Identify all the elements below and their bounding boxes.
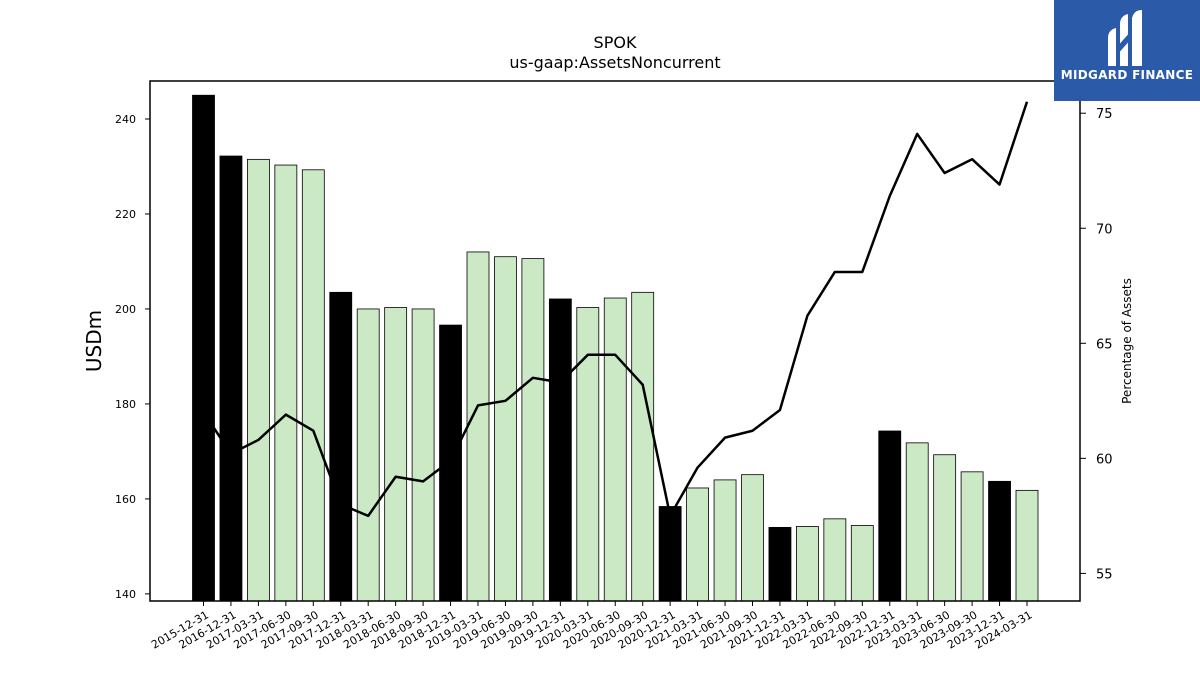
line-layer <box>202 101 1029 518</box>
bar-2020-03-31 <box>576 307 600 602</box>
bar-2020-12-31 <box>658 506 682 602</box>
bar-2023-09-30 <box>960 471 984 602</box>
y2-tick-label-65: 65 <box>1096 337 1113 352</box>
bar-2023-03-31 <box>905 442 929 602</box>
bar-2022-06-30 <box>823 518 847 602</box>
y2-tick-label-75: 75 <box>1096 107 1113 122</box>
y2-axis-label: Percentage of Assets <box>1120 278 1134 404</box>
bar-2022-12-31 <box>878 430 902 602</box>
bar-2016-12-31 <box>219 155 243 602</box>
bar-layer <box>192 94 1039 602</box>
bar-2023-12-31 <box>988 480 1011 602</box>
bar-2024-03-31 <box>1015 489 1039 602</box>
bar-2021-09-30 <box>741 474 764 602</box>
y-axis-label: USDm <box>82 310 106 372</box>
bar-2018-06-30 <box>384 307 408 602</box>
bar-2018-12-31 <box>439 324 462 602</box>
bar-2021-06-30 <box>713 479 737 602</box>
bar-2019-12-31 <box>548 298 572 602</box>
y2-tick-label-70: 70 <box>1096 222 1113 237</box>
y2-tick-label-60: 60 <box>1096 452 1113 467</box>
bar-2017-09-30 <box>301 169 325 602</box>
bar-2019-06-30 <box>494 256 517 602</box>
midgard-finance-logo: MIDGARD FINANCE <box>1054 0 1200 101</box>
chart-subtitle: us-gaap:AssetsNoncurrent <box>509 53 720 72</box>
percentage-line <box>202 101 1029 518</box>
y-tick-label-200: 200 <box>115 303 136 316</box>
bar-2019-09-30 <box>521 258 545 602</box>
y2-tick-label-55: 55 <box>1096 567 1113 582</box>
bar-2022-03-31 <box>796 526 819 602</box>
bar-2015-12-31 <box>192 94 215 602</box>
logo-mark-icon <box>1108 10 1142 66</box>
bar-2023-06-30 <box>933 454 957 602</box>
bar-2018-03-31 <box>356 308 380 602</box>
x-axis: 2015-12-312016-12-312017-03-312017-06-30… <box>149 601 1035 652</box>
bar-2020-06-30 <box>603 297 627 602</box>
y-tick-label-160: 160 <box>115 493 136 506</box>
y-tick-label-180: 180 <box>115 398 136 411</box>
bar-2022-09-30 <box>850 525 874 602</box>
right-axis: 55 60 65 70 75 <box>1080 107 1113 582</box>
bar-2019-03-31 <box>466 251 490 602</box>
bar-2017-03-31 <box>246 158 270 602</box>
bar-2021-12-31 <box>768 526 792 602</box>
bar-2017-06-30 <box>274 164 298 602</box>
y-tick-label-220: 220 <box>115 208 136 221</box>
left-axis: 140 160 180 200 220 240 <box>115 113 150 601</box>
logo-text: MIDGARD FINANCE <box>1060 68 1194 82</box>
y-tick-label-240: 240 <box>115 113 136 126</box>
bar-2018-09-30 <box>411 308 435 602</box>
bar-2021-03-31 <box>686 487 709 602</box>
bar-2020-09-30 <box>631 291 655 602</box>
chart-title: SPOK <box>594 33 637 52</box>
y-tick-label-140: 140 <box>115 588 136 601</box>
bar-2017-12-31 <box>329 291 353 602</box>
